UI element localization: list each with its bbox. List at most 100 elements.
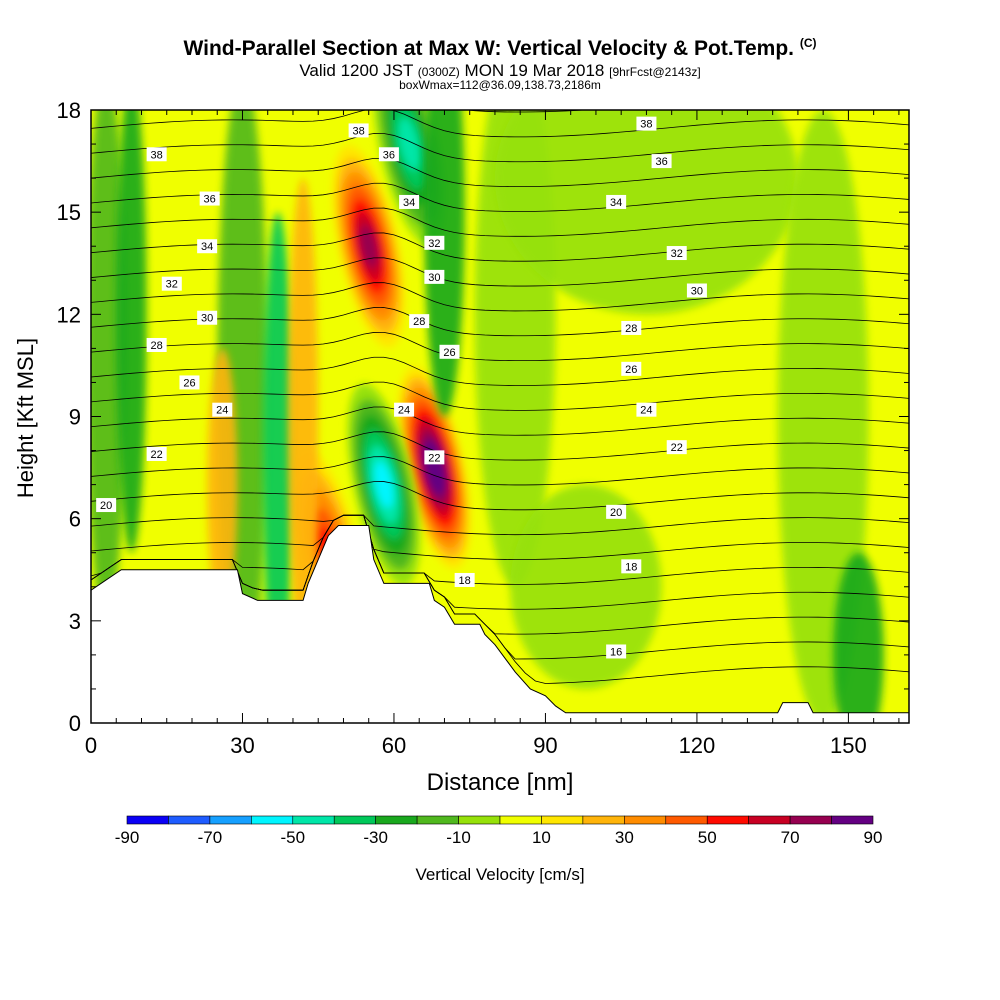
theta-contour-label: 36 (378, 147, 399, 162)
svg-text:22: 22 (151, 449, 163, 461)
svg-text:26: 26 (625, 364, 637, 376)
svg-text:20: 20 (100, 500, 112, 512)
theta-contour-label: 34 (399, 194, 420, 209)
svg-text:16: 16 (610, 646, 622, 658)
svg-text:18: 18 (459, 575, 471, 587)
terrain-mask (91, 524, 909, 723)
colorbar-tick-label: -70 (198, 828, 223, 847)
valid-time: Valid 1200 JST (299, 61, 414, 80)
theta-contour-label: 36 (651, 154, 672, 169)
colorbar-swatch (831, 815, 874, 825)
colorbar-swatch (665, 815, 708, 825)
theta-contour (91, 514, 909, 585)
theta-contour-label: 38 (348, 123, 369, 138)
y-axis: 0 36 9 12 15 18 (57, 98, 909, 736)
theta-contour (91, 431, 909, 461)
svg-text:34: 34 (610, 197, 622, 209)
x-tick-label: 60 (382, 733, 406, 758)
velocity-band (494, 110, 798, 315)
svg-text:38: 38 (352, 125, 364, 137)
x-tick-label: 0 (85, 733, 97, 758)
theta-contour-label: 22 (666, 440, 687, 455)
theta-contour-label: 20 (606, 504, 627, 519)
y-tick-label: 9 (69, 405, 81, 430)
theta-contour (91, 356, 909, 386)
svg-text:26: 26 (443, 347, 455, 359)
y-tick-label: 15 (57, 200, 81, 225)
y-tick-label: 0 (69, 711, 81, 736)
colorbar-tick-label: -50 (280, 828, 305, 847)
colorbar-swatch (251, 815, 294, 825)
colorbar-swatch (706, 815, 749, 825)
theta-contour-label: 26 (621, 361, 642, 376)
theta-contour-label: 30 (686, 283, 707, 298)
theta-contours (91, 110, 909, 684)
colorbar-tick-label: 70 (781, 828, 800, 847)
plot-area: 38 36 34 32 30 28 26 24 22 20 38 36 34 32 30 28 26 24 22 18… (91, 110, 909, 723)
colorbar-tick-label: -30 (363, 828, 388, 847)
theta-contour (91, 257, 909, 287)
theta-contour-label: 18 (621, 559, 642, 574)
y-tick-label: 18 (57, 98, 81, 123)
valid-date: MON 19 Mar 2018 (464, 61, 605, 80)
x-axis: 0 30 60 90 120 150 (85, 110, 900, 758)
colorbar-swatch (292, 815, 335, 825)
colorbar-swatch (541, 815, 584, 825)
y-tick-label: 12 (57, 302, 81, 327)
svg-text:38: 38 (640, 119, 652, 131)
colorbar-tick-label: 30 (615, 828, 634, 847)
velocity-band (510, 484, 662, 689)
title-text: Wind-Parallel Section at Max W: Vertical… (183, 37, 794, 60)
x-axis-label: Distance [nm] (427, 769, 574, 796)
theta-contour-label: 32 (424, 235, 445, 250)
theta-contour-label: 34 (606, 194, 627, 209)
theta-contour-label: 28 (621, 320, 642, 335)
theta-contour-label: 30 (424, 269, 445, 284)
theta-contour-label: 16 (606, 644, 627, 659)
svg-text:32: 32 (671, 248, 683, 260)
y-tick-label: 6 (69, 507, 81, 532)
colorbar-swatch (458, 815, 501, 825)
colorbar-swatch (416, 815, 459, 825)
theta-contour (91, 157, 909, 188)
svg-text:24: 24 (216, 405, 228, 417)
valid-time-utc: (0300Z) (417, 65, 460, 79)
theta-contour-label: 22 (424, 450, 445, 465)
y-axis-label: Height [Kft MSL] (13, 338, 38, 498)
svg-text:26: 26 (183, 377, 195, 389)
colorbar-swatch (375, 815, 418, 825)
theta-contour-label: 24 (212, 402, 233, 417)
colorbar-swatch (168, 815, 211, 825)
svg-text:32: 32 (428, 238, 440, 250)
theta-contour-label: 20 (96, 498, 117, 513)
theta-contour (91, 232, 909, 262)
theta-contour-label: 22 (146, 446, 167, 461)
theta-contour (91, 514, 909, 536)
colorbar-swatch (748, 815, 791, 825)
svg-text:24: 24 (640, 405, 652, 417)
theta-contour (91, 282, 909, 312)
colorbar-tick-label: 10 (532, 828, 551, 847)
chart-subtitle-box: boxWmax=112@36.09,138.73,2186m (399, 78, 601, 92)
theta-contour-label: 32 (161, 276, 182, 291)
chart-title: Wind-Parallel Section at Max W: Vertical… (0, 36, 1000, 61)
svg-text:36: 36 (204, 194, 216, 206)
theta-contour (91, 207, 909, 237)
theta-contour-label: 28 (146, 337, 167, 352)
colorbar-swatch (126, 815, 169, 825)
svg-text:32: 32 (166, 279, 178, 291)
theta-contour-label: 24 (394, 402, 415, 417)
theta-contour (91, 182, 909, 212)
theta-contour-label: 38 (146, 147, 167, 162)
velocity-feature (347, 383, 421, 586)
theta-contour (91, 481, 909, 511)
velocity-band (833, 552, 884, 723)
colorbar: -90 -70 -50 -30 -10 10 30 50 70 90 (115, 815, 883, 847)
x-tick-label: 30 (230, 733, 254, 758)
theta-contour (91, 381, 909, 411)
svg-text:30: 30 (428, 272, 440, 284)
colorbar-tick-label: 90 (864, 828, 883, 847)
theta-contour-label: 26 (439, 344, 460, 359)
theta-contour (91, 110, 909, 138)
